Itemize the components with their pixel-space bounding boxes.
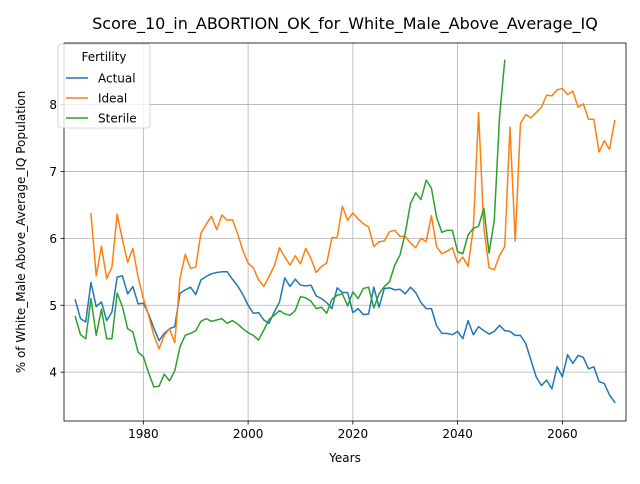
y-tick-label: 7 [49, 165, 57, 179]
series-lines [74, 59, 616, 404]
y-tick-label: 6 [49, 232, 57, 246]
x-axis-label: Years [328, 451, 361, 465]
legend-label-actual: Actual [98, 72, 136, 86]
x-tick-label: 2060 [547, 427, 578, 441]
legend-box [57, 43, 151, 129]
plot-frame [63, 42, 627, 422]
series-line-actual [74, 271, 616, 404]
legend-title: Fertility [81, 50, 126, 64]
chart-title: Score_10_in_ABORTION_OK_for_White_Male_A… [92, 14, 598, 34]
legend-label-ideal: Ideal [98, 92, 127, 106]
x-tick-label: 2000 [233, 427, 264, 441]
y-axis-label: % of White_Male Above_Average_IQ Populat… [14, 91, 28, 374]
y-tick-label: 5 [49, 299, 57, 313]
legend-label-sterile: Sterile [98, 112, 137, 126]
axes: 1980 2000 2020 2040 2060 4 5 6 7 8 [49, 42, 627, 441]
series-line-sterile [74, 59, 506, 388]
x-tick-label: 2020 [338, 427, 369, 441]
x-tick-label: 1980 [128, 427, 159, 441]
gridlines [64, 43, 626, 421]
y-tick-label: 8 [49, 98, 57, 112]
y-tick-label: 4 [49, 366, 57, 380]
legend: Fertility Actual Ideal Sterile [57, 43, 151, 129]
series-line-ideal [90, 87, 616, 350]
x-tick-label: 2040 [442, 427, 473, 441]
